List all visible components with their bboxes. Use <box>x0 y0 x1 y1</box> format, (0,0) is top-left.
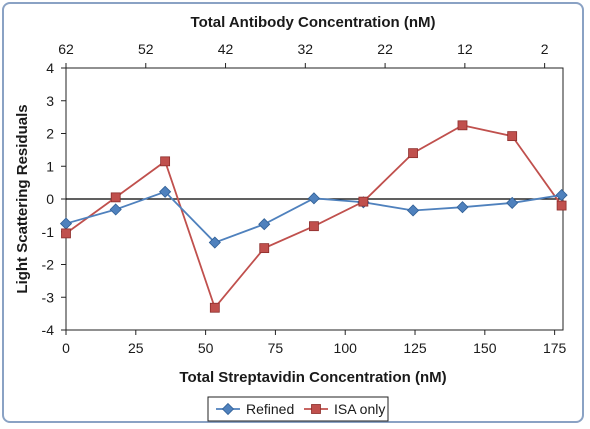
y-tick-label: -1 <box>42 224 55 240</box>
point-isa-only <box>209 302 220 313</box>
point-refined <box>555 189 568 202</box>
chart-frame <box>2 2 584 423</box>
series-line-isa-only <box>65 124 563 310</box>
point-refined <box>208 236 221 249</box>
point-refined <box>59 217 73 230</box>
point-refined <box>258 218 271 231</box>
y-axis-title: Light Scattering Residuals <box>14 104 31 293</box>
x-tick-label: 125 <box>403 340 427 356</box>
point-refined <box>456 201 469 214</box>
x-tick-label: 50 <box>198 340 214 356</box>
point-refined <box>406 204 420 217</box>
y-tick-label: -4 <box>42 322 55 338</box>
x-tick-label: 25 <box>128 340 144 356</box>
point-isa-only <box>309 221 319 232</box>
point-refined <box>506 196 519 209</box>
y-tick-label: 3 <box>46 93 54 109</box>
x2-tick-label: 2 <box>541 41 549 57</box>
legend-marker-isa-only <box>311 404 321 414</box>
point-isa-only <box>61 228 71 239</box>
y-tick-label: -3 <box>42 289 55 305</box>
x2-tick-label: 32 <box>298 41 314 57</box>
point-isa-only <box>259 243 270 254</box>
x2-tick-label: 22 <box>377 41 393 57</box>
y-tick-label: 0 <box>46 191 54 207</box>
y-tick-label: -2 <box>42 257 55 273</box>
legend: Refined ISA only <box>207 396 389 422</box>
point-isa-only <box>556 200 567 211</box>
point-isa-only <box>408 148 418 159</box>
top-axis-title: Total Antibody Concentration (nM) <box>191 14 436 31</box>
legend-label-refined: Refined <box>246 401 294 417</box>
x-tick-label: 100 <box>334 340 358 356</box>
x2-tick-label: 42 <box>218 41 234 57</box>
point-refined <box>159 185 172 198</box>
point-isa-only <box>160 156 171 167</box>
point-refined <box>307 192 321 205</box>
bottom-axis-title: Total Streptavidin Concentration (nM) <box>179 369 446 386</box>
x2-tick-label: 52 <box>138 41 154 57</box>
x-tick-label: 150 <box>473 340 497 356</box>
x2-tick-label: 12 <box>457 41 473 57</box>
x2-tick-label: 62 <box>58 41 74 57</box>
y-tick-label: 1 <box>46 158 54 174</box>
point-isa-only <box>358 196 369 207</box>
y-tick-label: 2 <box>46 126 54 142</box>
legend-marker-refined <box>221 402 235 416</box>
y-tick-label: 4 <box>46 60 54 76</box>
x-tick-label: 0 <box>62 340 70 356</box>
legend-label-isa-only: ISA only <box>334 401 385 417</box>
point-isa-only <box>457 120 468 131</box>
point-isa-only <box>507 131 518 142</box>
point-isa-only <box>110 192 121 203</box>
x-tick-label: 75 <box>268 340 284 356</box>
x-tick-label: 175 <box>543 340 567 356</box>
point-refined <box>109 203 122 216</box>
